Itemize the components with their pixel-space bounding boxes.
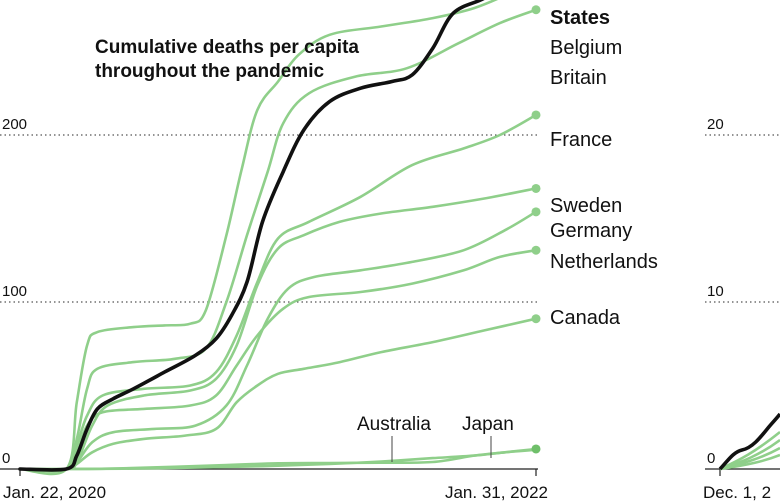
- panel2-y-tick-label: 0: [707, 450, 715, 467]
- panel2-series-line: [719, 453, 780, 471]
- axes: 0 100 200 Jan. 22, 2020 Jan. 31, 2022: [0, 116, 548, 501]
- endpoint-sweden: [531, 183, 541, 193]
- series-label-belgium: Belgium: [550, 37, 622, 59]
- y-tick-label: 0: [2, 450, 10, 467]
- endpoint-canada: [531, 314, 541, 324]
- chart-title: Cumulative deaths per capita throughout …: [95, 37, 359, 82]
- panel2-x-tick-label: Dec. 1, 2: [703, 483, 771, 501]
- second-chart-partial: 0 10 20 Dec. 1, 2: [703, 116, 780, 501]
- x-tick-label-end: Jan. 31, 2022: [445, 483, 548, 501]
- series-endpoints: [531, 5, 541, 454]
- series-labels: United States Belgium Britain France Sweden Ge…: [357, 0, 658, 462]
- series-label-canada: Canada: [550, 307, 621, 329]
- y-tick-label: 100: [2, 283, 27, 300]
- panel2-highlight-line: [718, 412, 780, 471]
- panel2-y-tick-label: 20: [707, 116, 724, 133]
- endpoint-france: [531, 110, 541, 120]
- panel2-y-tick-label: 10: [707, 283, 724, 300]
- series-line-belgium: [18, 0, 499, 476]
- y-tick-label: 200: [2, 116, 27, 133]
- series-label-netherlands: Netherlands: [550, 251, 658, 273]
- series-label-sweden: Sweden: [550, 195, 622, 217]
- gridlines: [0, 134, 538, 303]
- series-label-france: France: [550, 129, 612, 151]
- endpoint-australia-japan: [531, 444, 541, 454]
- x-tick-label-start: Jan. 22, 2020: [3, 483, 106, 501]
- series-lines: [18, 0, 538, 476]
- series-label-germany: Germany: [550, 220, 632, 242]
- annotation-japan: Japan: [462, 414, 514, 435]
- endpoint-britain: [531, 5, 541, 15]
- series-label-united-states-line-2: States: [550, 7, 610, 29]
- series-line-germany: [18, 210, 538, 471]
- series-line-france: [18, 113, 538, 473]
- series-label-britain: Britain: [550, 67, 607, 89]
- endpoint-germany: [531, 207, 541, 217]
- series-line-japan: [18, 448, 538, 471]
- chart-title-line-2: throughout the pandemic: [95, 61, 324, 82]
- series-line-sweden: [18, 187, 538, 471]
- chart-title-line-1: Cumulative deaths per capita: [95, 37, 359, 58]
- series-line-canada: [18, 317, 538, 471]
- annotation-australia: Australia: [357, 414, 431, 435]
- series-line-united-states: [18, 0, 485, 472]
- series-label-united-states-line-1: United: [550, 0, 612, 3]
- series-line-britain: [18, 8, 538, 473]
- endpoint-netherlands: [531, 245, 541, 255]
